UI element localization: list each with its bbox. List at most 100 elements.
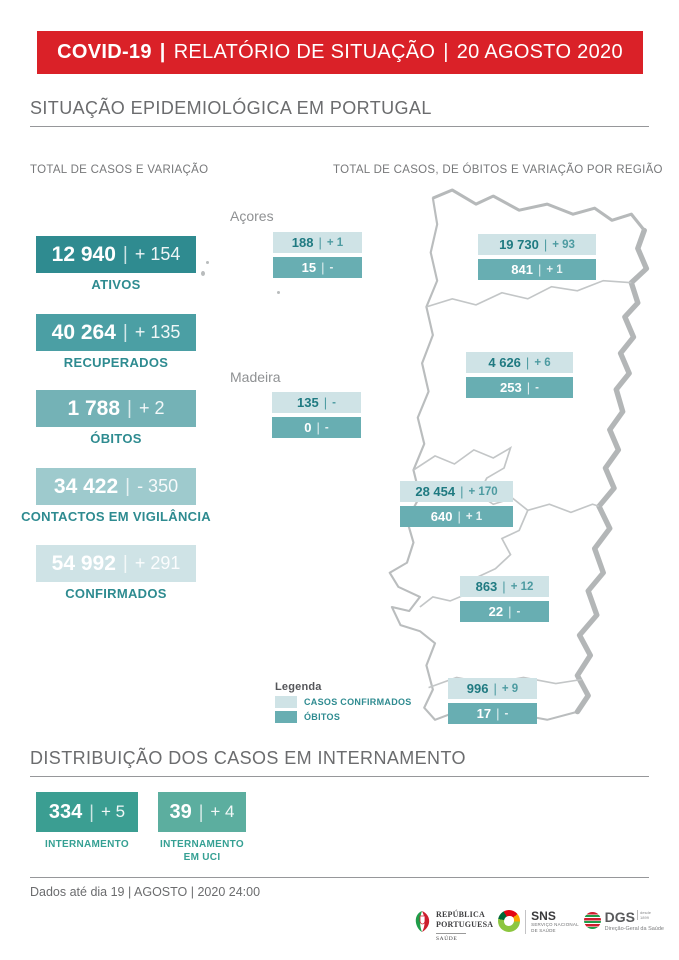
region-divider: | <box>525 355 530 370</box>
stat-internamento-uci-box: 39 | + 4 <box>158 792 246 832</box>
stat-divider: | <box>122 552 128 574</box>
stat-divider: | <box>122 243 128 265</box>
region-deaths-delta: - <box>535 381 539 394</box>
stat-label: CONFIRMADOS <box>65 586 167 601</box>
region-divider: | <box>543 237 548 252</box>
footer-data-note: Dados até dia 19 | AGOSTO | 2020 24:00 <box>30 885 261 899</box>
region-confirmed-delta: + 93 <box>552 238 575 251</box>
stat-ativos: 12 940 | + 154 ATIVOS <box>36 236 196 292</box>
region-deaths-value: 253 <box>500 380 522 395</box>
stat-label: ÓBITOS <box>90 431 142 446</box>
stat-internamento-box: 334 | + 5 <box>36 792 138 832</box>
stat-divider: | <box>89 801 94 822</box>
stat-delta: + 135 <box>134 322 181 342</box>
region-confirmed-row: 188 | + 1 <box>273 232 362 253</box>
region-label-acores: Açores <box>230 208 274 224</box>
sns-logo: SNS SERVIÇO NACIONAL DE SAÚDE <box>498 910 579 934</box>
region-madeira: 135 | - 0 | - <box>272 392 361 442</box>
sns-sub1: SERVIÇO NACIONAL <box>531 922 579 927</box>
region-deaths-delta: - <box>516 605 521 618</box>
north-border <box>432 188 646 232</box>
stat-delta: + 291 <box>134 553 181 573</box>
region-confirmed-value: 135 <box>297 395 319 410</box>
stat-recuperados-box: 40 264 | + 135 <box>36 314 196 351</box>
stat-value: 334 <box>48 800 83 823</box>
report-banner: COVID-19 | RELATÓRIO DE SITUAÇÃO | 20 AG… <box>37 31 643 74</box>
region-confirmed-value: 4 626 <box>488 355 521 370</box>
region-confirmed-value: 28 454 <box>415 484 456 499</box>
region-deaths-delta: - <box>504 707 509 720</box>
stat-delta: + 2 <box>138 398 165 418</box>
legend-swatch-deaths <box>275 711 297 723</box>
stat-contactos-box: 34 422 | - 350 <box>36 468 196 505</box>
region-divider: | <box>538 262 542 277</box>
region-divider: | <box>502 579 506 594</box>
region-confirmed-delta: + 170 <box>468 485 498 498</box>
stat-label: CONTACTOS EM VIGILÂNCIA <box>21 509 211 524</box>
region-confirmed-delta: + 9 <box>501 682 519 695</box>
stat-obitos-box: 1 788 | + 2 <box>36 390 196 427</box>
legend-title: Legenda <box>275 681 322 693</box>
dgs-text: DGS desde 1899 Direção-Geral da Saúde <box>605 910 664 932</box>
region-acores: 188 | + 1 15 | - <box>273 232 362 282</box>
stat-value: 34 422 <box>53 474 119 498</box>
stat-internamento-uci-label: INTERNAMENTO EM UCI <box>146 839 258 864</box>
stat-internamento-label: INTERNAMENTO <box>45 839 129 850</box>
legend-row-confirmed: CASOS CONFIRMADOS <box>275 696 412 708</box>
section-title-epidemiology: SITUAÇÃO EPIDEMIOLÓGICA EM PORTUGAL <box>30 98 432 118</box>
region-deaths-value: 22 <box>488 604 504 619</box>
region-confirmed-value: 863 <box>475 579 498 594</box>
region-norte: 19 730 | + 93 841 | + 1 <box>478 234 596 284</box>
region-divider: | <box>493 681 497 696</box>
region-confirmed-value: 188 <box>291 235 314 250</box>
portugal-map <box>388 188 650 721</box>
region-deaths-row: 0 | - <box>272 417 361 438</box>
dgs-since-year: 1899 <box>640 915 649 921</box>
region-confirmed-row: 863 | + 12 <box>460 576 549 597</box>
dgs-sphere-icon <box>583 912 601 929</box>
dgs-abbr: DGS <box>604 909 636 925</box>
stat-confirmados-box: 54 992 | + 291 <box>36 545 196 582</box>
stat-label: ATIVOS <box>91 277 141 292</box>
republica-line3: SAÚDE <box>436 933 466 942</box>
dgs-full-name: Direção-Geral da Saúde <box>604 926 664 932</box>
region-confirmed-delta: - <box>332 396 336 409</box>
banner-title: RELATÓRIO DE SITUAÇÃO <box>173 41 436 63</box>
region-divider: | <box>457 509 461 524</box>
uci-label-line2: EM UCI <box>183 851 221 863</box>
region-deaths-value: 0 <box>304 420 312 435</box>
region-confirmed-row: 135 | - <box>272 392 361 413</box>
banner-separator: | <box>159 41 166 63</box>
region-deaths-delta: + 1 <box>546 263 563 276</box>
sns-divider-bar <box>525 910 527 934</box>
republica-portuguesa-logo: REPÚBLICA PORTUGUESA SAÚDE <box>414 910 493 942</box>
sns-abbr: SNS <box>531 909 556 923</box>
section-divider-line <box>30 776 649 777</box>
region-alentejo: 863 | + 12 22 | - <box>460 576 549 626</box>
section-divider-line <box>30 126 649 127</box>
region-divider: | <box>508 604 512 619</box>
region-centro: 4 626 | + 6 253 | - <box>466 352 573 402</box>
region-divider: | <box>496 706 500 721</box>
stat-label: RECUPERADOS <box>63 355 169 370</box>
footer-divider-line <box>30 877 649 878</box>
stat-value: 54 992 <box>51 551 116 575</box>
region-divider: | <box>526 380 531 395</box>
sns-circle-icon <box>498 910 521 932</box>
stat-recuperados: 40 264 | + 135 RECUPERADOS <box>36 314 196 370</box>
dgs-abbr-row: DGS desde 1899 <box>605 910 664 924</box>
republica-line2: PORTUGUESA <box>436 919 494 929</box>
stat-delta: + 154 <box>134 244 181 264</box>
sns-text: SNS SERVIÇO NACIONAL DE SAÚDE <box>531 910 579 934</box>
stat-ativos-box: 12 940 | + 154 <box>36 236 196 273</box>
region-deaths-row: 640 | + 1 <box>400 506 513 527</box>
region-deaths-row: 841 | + 1 <box>478 259 596 280</box>
region-confirmed-delta: + 1 <box>326 236 344 249</box>
region-lisboa-vale-tejo: 28 454 | + 170 640 | + 1 <box>400 481 513 531</box>
stat-delta: - 350 <box>137 476 179 496</box>
uci-label-line1: INTERNAMENTO <box>160 839 244 850</box>
border-norte-centro <box>426 279 632 308</box>
region-deaths-delta: - <box>329 261 334 274</box>
region-algarve: 996 | + 9 17 | - <box>448 678 537 728</box>
